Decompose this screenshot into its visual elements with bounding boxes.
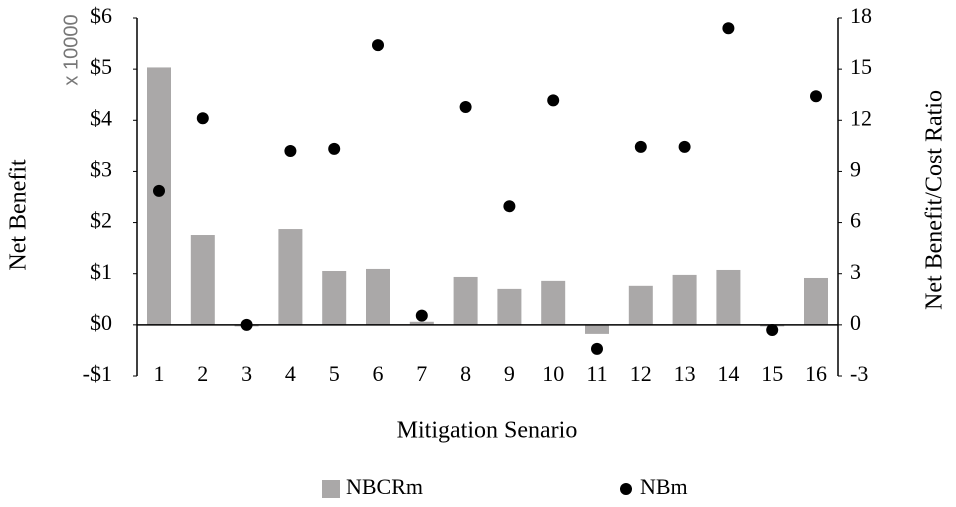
x-tick-label: 2	[197, 361, 208, 386]
y2-tick-label: 18	[850, 3, 872, 28]
dot	[415, 309, 428, 322]
dot	[153, 184, 165, 197]
bar	[628, 285, 653, 325]
x-tick-label: 13	[674, 361, 696, 386]
dot	[284, 144, 297, 157]
x-tick-label: 4	[285, 361, 296, 386]
dot	[766, 323, 779, 336]
bar	[278, 229, 303, 325]
y-tick-label: $3	[90, 156, 112, 181]
x-tick-label: 15	[761, 361, 783, 386]
bar	[804, 277, 828, 325]
x-tick-label: 6	[373, 361, 384, 386]
bar	[453, 276, 478, 325]
x-tick-label: 5	[329, 361, 340, 386]
bar	[322, 270, 347, 325]
y-unit-label: x 10000	[60, 14, 82, 85]
bar	[541, 280, 566, 325]
y2-tick-label: 12	[850, 105, 872, 130]
y-tick-label: $2	[90, 208, 112, 233]
dot	[678, 140, 691, 153]
bar	[716, 269, 741, 325]
x-tick-label: 3	[241, 361, 252, 386]
y-tick-label: $6	[90, 3, 112, 28]
dot	[634, 140, 647, 153]
y-tick-label: $0	[90, 310, 112, 335]
x-tick-label: 7	[416, 361, 427, 386]
y2-tick-label: 0	[850, 310, 861, 335]
dot	[547, 94, 560, 107]
x-tick-label: 11	[586, 361, 607, 386]
x-tick-label: 12	[630, 361, 652, 386]
x-tick-label: 16	[805, 361, 827, 386]
dot	[459, 100, 472, 113]
y2-tick-label: -3	[850, 361, 868, 386]
y2-tick-label: 9	[850, 156, 861, 181]
y2-tick-label: 3	[850, 259, 861, 284]
bar	[190, 235, 215, 325]
legend-swatch	[322, 480, 340, 498]
dot	[722, 22, 735, 35]
y-tick-label: $1	[90, 259, 112, 284]
bar	[366, 268, 390, 325]
y-tick-label: $4	[90, 105, 112, 130]
legend-swatch	[620, 483, 632, 495]
legend-label: NBm	[640, 474, 688, 499]
y-tick-label: $5	[90, 54, 112, 79]
bar	[497, 288, 522, 325]
dot	[196, 112, 209, 125]
legend-label: NBCRm	[346, 474, 423, 499]
y2-tick-label: 15	[850, 54, 872, 79]
x-tick-label: 9	[504, 361, 515, 386]
dot	[503, 200, 516, 213]
bar	[672, 274, 697, 325]
y2-axis-title: Net Benefit/Cost Ratio	[922, 90, 948, 310]
x-tick-label: 8	[460, 361, 471, 386]
x-tick-label: 1	[154, 361, 165, 386]
y2-tick-label: 6	[850, 208, 861, 233]
y-tick-label: -$1	[83, 361, 112, 386]
dot	[810, 90, 822, 103]
dot	[328, 142, 341, 155]
x-axis-title: Mitigation Senario	[397, 418, 578, 444]
bar	[585, 324, 609, 334]
x-tick-label: 14	[717, 361, 739, 386]
x-tick-label: 10	[542, 361, 564, 386]
dot	[372, 39, 384, 52]
dot	[591, 342, 603, 355]
y-axis-title: Net Benefit	[6, 159, 32, 271]
bar	[409, 321, 434, 325]
